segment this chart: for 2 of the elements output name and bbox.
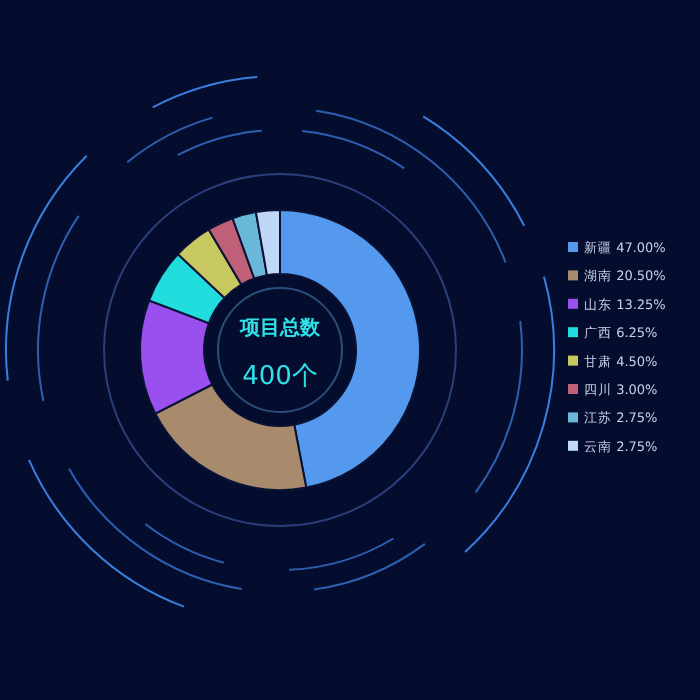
text: 400个 bbox=[242, 362, 318, 392]
text: 项目总数 bbox=[238, 316, 322, 340]
